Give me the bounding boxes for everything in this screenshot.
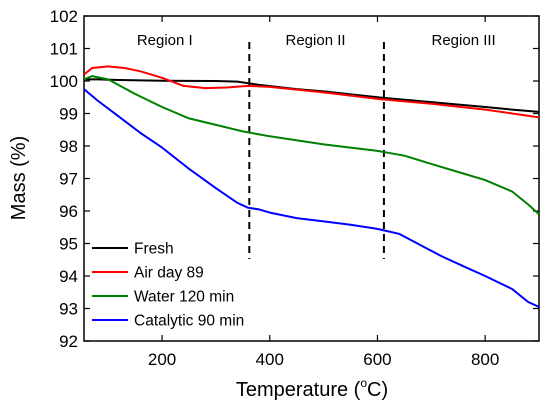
- region-labels: Region I Region II Region III: [137, 32, 496, 49]
- y-tick-label: 96: [59, 202, 78, 221]
- legend-label: Air day 89: [134, 265, 204, 282]
- region-label: Region III: [432, 32, 496, 49]
- x-axis-title: Temperature (oC): [236, 376, 388, 401]
- x-tick-label: 800: [471, 350, 499, 369]
- y-tick-label: 94: [59, 267, 78, 286]
- x-axis-title-tail: C): [367, 379, 388, 401]
- legend: Fresh Air day 89 Water 120 min Catalytic 90…: [92, 241, 244, 330]
- series-line: [84, 78, 540, 113]
- legend-label: Water 120 min: [134, 289, 234, 306]
- axis-ticks: 200 400 600 800 92 93 94 95 96 97 98 99 100 101 102: [50, 7, 539, 369]
- y-tick-label: 102: [50, 7, 78, 26]
- y-tick-label: 100: [50, 72, 78, 91]
- region-dividers: [248, 42, 385, 259]
- y-tick-label: 97: [59, 170, 78, 189]
- x-tick-label: 200: [148, 350, 176, 369]
- series-line: [83, 75, 540, 215]
- y-tick-label: 99: [59, 105, 78, 124]
- y-axis-title: Mass (%): [8, 136, 30, 220]
- x-axis-title-degree: o: [360, 376, 367, 390]
- x-tick-label: 600: [363, 350, 391, 369]
- y-tick-label: 93: [59, 300, 78, 319]
- x-tick-label: 400: [256, 350, 284, 369]
- y-tick-label: 101: [50, 40, 78, 59]
- y-tick-label: 98: [59, 137, 78, 156]
- region-label: Region I: [137, 32, 193, 49]
- y-tick-label: 92: [59, 332, 78, 351]
- series-lines: [83, 65, 540, 308]
- series-line: [83, 88, 540, 308]
- legend-label: Catalytic 90 min: [134, 313, 244, 330]
- x-axis-title-main: Temperature (: [236, 379, 361, 401]
- region-label: Region II: [286, 32, 346, 49]
- series-line: [83, 65, 540, 119]
- legend-label: Fresh: [134, 241, 174, 258]
- y-tick-label: 95: [59, 235, 78, 254]
